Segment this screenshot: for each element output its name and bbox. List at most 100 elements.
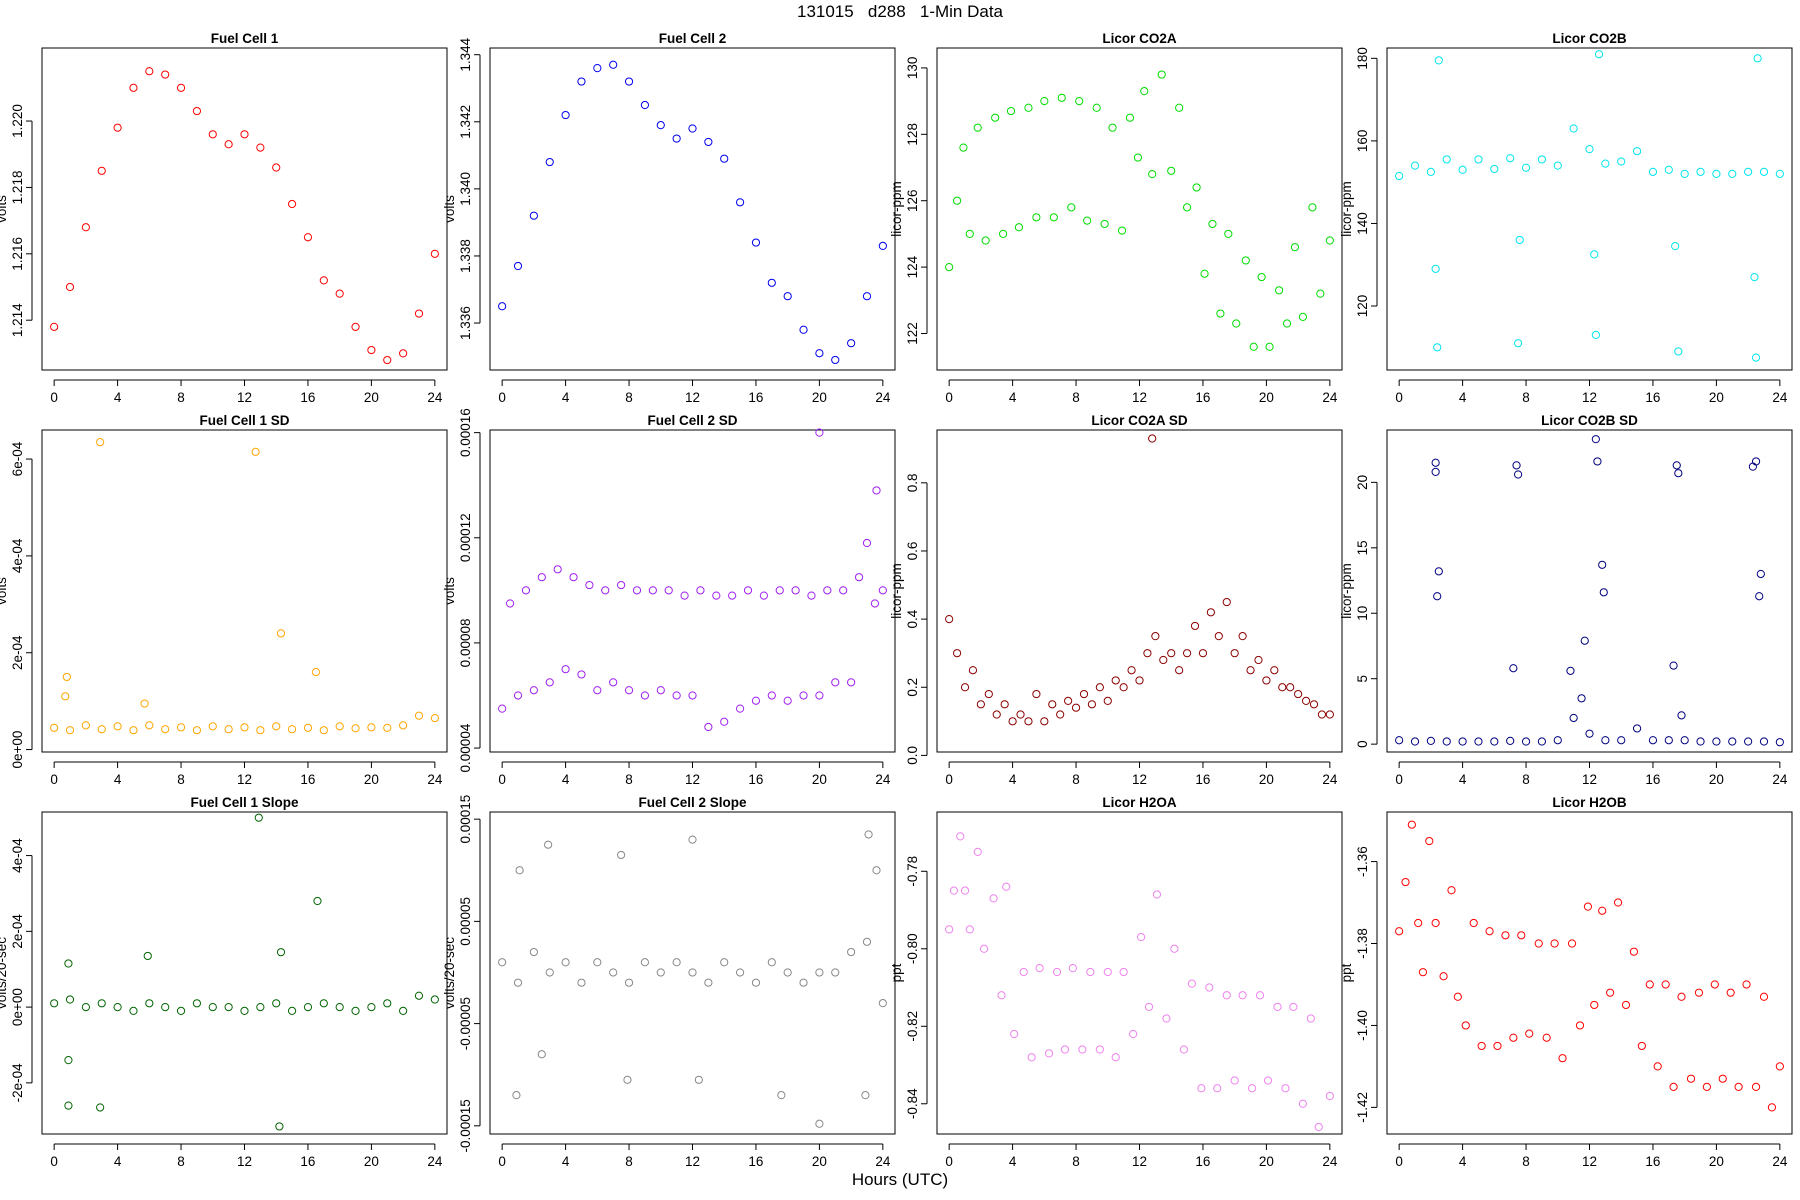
panel-title: Fuel Cell 2 Slope [638, 795, 747, 810]
panel-title: Fuel Cell 2 SD [647, 413, 737, 428]
y-tick-label: 10 [1355, 606, 1370, 621]
data-point [1680, 736, 1689, 745]
data-point [430, 714, 439, 723]
plot-frame [936, 47, 1343, 371]
x-tick-label: 16 [748, 390, 763, 405]
x-tick-label: 20 [812, 390, 827, 405]
y-tick-label: -1.42 [1355, 1092, 1370, 1123]
data-point [1190, 621, 1200, 631]
data-point [1222, 991, 1231, 1000]
data-point [1246, 666, 1255, 675]
data-point [272, 163, 281, 172]
data-point [791, 586, 800, 595]
data-point [545, 157, 554, 167]
data-point [515, 866, 524, 875]
y-axis-label: volts [0, 577, 9, 605]
data-point [815, 691, 824, 700]
data-point [553, 565, 562, 574]
data-point [981, 236, 990, 245]
data-point [720, 717, 729, 726]
data-point [1702, 1082, 1711, 1091]
data-point [192, 726, 202, 735]
data-point [1590, 250, 1599, 259]
data-point [1431, 458, 1440, 467]
data-point [276, 948, 286, 957]
data-point [65, 995, 75, 1004]
x-tick-label: 24 [875, 1154, 891, 1169]
data-point [498, 958, 507, 967]
x-tick-label: 24 [427, 772, 443, 787]
x-tick-label: 0 [1395, 772, 1403, 787]
data-point [1575, 1021, 1585, 1030]
data-point [512, 1091, 521, 1100]
data-point [979, 944, 989, 953]
y-tick-label: 124 [905, 255, 920, 278]
data-point [1439, 972, 1448, 981]
data-point [623, 1075, 632, 1084]
data-point [1049, 213, 1058, 222]
data-point [129, 1006, 138, 1015]
data-point [952, 196, 962, 205]
data-point [1474, 737, 1483, 746]
data-point [609, 968, 618, 977]
plot-frame [489, 47, 896, 371]
data-point [1032, 689, 1041, 699]
data-point [251, 447, 260, 456]
data-point [1756, 569, 1765, 579]
data-point [521, 586, 531, 595]
data-point [383, 723, 392, 732]
x-tick-label: 8 [1072, 390, 1080, 405]
y-axis-label: volts [442, 195, 457, 223]
panel-title: Fuel Cell 1 Slope [190, 795, 299, 810]
x-tick-label: 16 [1195, 772, 1210, 787]
data-point [50, 322, 59, 331]
data-point [64, 1056, 73, 1065]
data-point [1119, 967, 1128, 977]
data-point [1254, 655, 1263, 665]
data-point [1125, 113, 1135, 122]
data-point [854, 573, 864, 582]
x-tick-label: 0 [498, 772, 506, 787]
data-point [113, 1002, 122, 1012]
x-tick-label: 8 [1522, 1154, 1530, 1169]
y-tick-label: -0.00005 [458, 997, 473, 1050]
data-point [240, 723, 249, 732]
x-tick-label: 24 [875, 390, 891, 405]
x-tick-label: 12 [1132, 772, 1147, 787]
data-point [1241, 256, 1250, 265]
y-tick-label: -0.82 [905, 1011, 920, 1042]
data-point [839, 586, 848, 595]
data-point [1598, 560, 1607, 569]
plot-frame [41, 429, 448, 753]
x-tick-label: 16 [1645, 390, 1660, 405]
data-point [751, 696, 761, 705]
data-point [319, 276, 328, 285]
data-point [62, 672, 71, 682]
data-point [1108, 123, 1117, 132]
data-point [1694, 988, 1704, 997]
x-tick-label: 0 [945, 772, 953, 787]
x-tick-label: 8 [1072, 772, 1080, 787]
x-tick-label: 16 [1195, 1154, 1210, 1169]
x-tick-label: 0 [1395, 1154, 1403, 1169]
data-point [783, 968, 792, 977]
y-tick-label: -1.38 [1355, 928, 1370, 959]
plot-frame [489, 429, 896, 753]
x-tick-label: 4 [114, 390, 122, 405]
chart-panel: Fuel Cell 2 0 4 8 12 16 20 24 1.336 1.338 1.340 1.3… [442, 31, 896, 405]
data-point [1286, 683, 1295, 692]
data-point [303, 723, 313, 732]
data-point [399, 1006, 408, 1015]
data-point [807, 591, 816, 600]
x-tick-label: 16 [748, 772, 763, 787]
data-point [240, 1006, 249, 1015]
data-point [1000, 700, 1009, 709]
data-point [1309, 700, 1319, 709]
data-point [1151, 632, 1160, 641]
data-point [1198, 649, 1208, 658]
data-point [1290, 243, 1300, 252]
data-point [1027, 1053, 1036, 1062]
data-point [561, 110, 570, 120]
data-point [965, 229, 974, 238]
